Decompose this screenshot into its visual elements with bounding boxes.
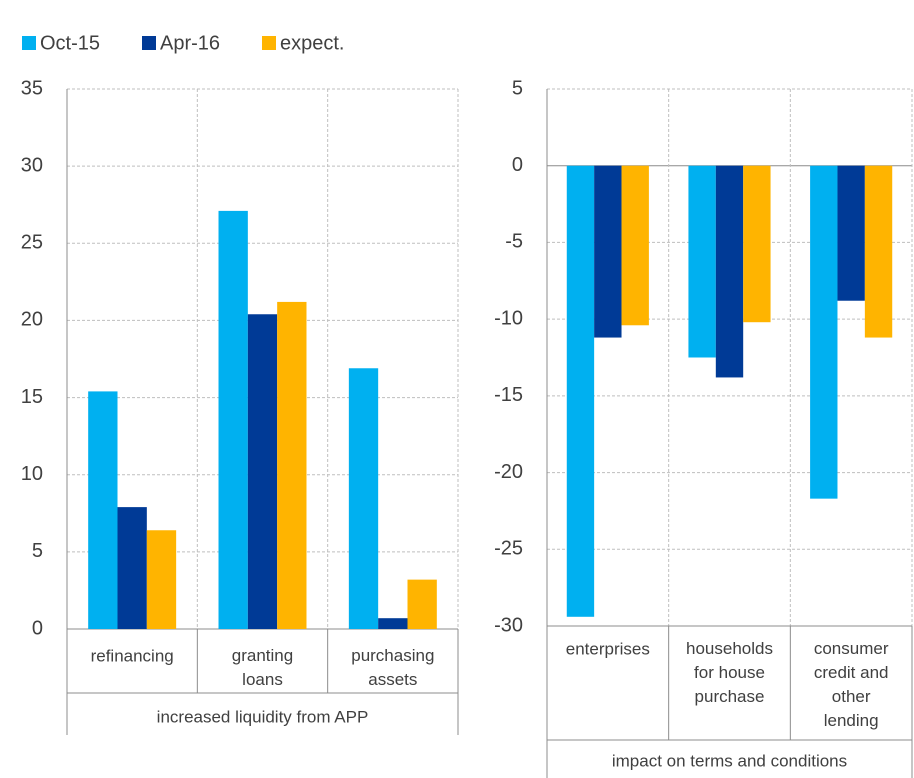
y-tick-label: -30: [494, 614, 523, 636]
bar: [566, 165, 595, 617]
y-tick-label: -25: [494, 538, 523, 560]
bar: [688, 165, 716, 358]
bar: [277, 301, 307, 629]
bar: [146, 530, 177, 629]
legend-swatch: [142, 36, 156, 50]
y-tick-label: -5: [505, 231, 523, 253]
bar: [864, 165, 893, 338]
legend-swatch: [262, 36, 276, 50]
bar: [837, 165, 865, 301]
bar: [621, 165, 649, 326]
y-tick-label: 5: [512, 77, 523, 99]
bar: [117, 507, 147, 629]
legend-label: Apr-16: [160, 32, 220, 54]
x-tick-label: enterprises: [566, 639, 650, 658]
bar: [715, 165, 744, 378]
bar: [407, 579, 437, 629]
x-tick-label: households for house purchase: [686, 639, 773, 706]
y-tick-label: 0: [32, 617, 43, 639]
y-tick-label: -10: [494, 307, 523, 329]
bar: [348, 368, 379, 629]
y-tick-label: -15: [494, 384, 523, 406]
x-tick-label: granting loans: [232, 646, 293, 689]
legend-label: Oct-15: [40, 32, 100, 54]
legend-label: expect.: [280, 32, 344, 54]
y-tick-label: 15: [21, 386, 43, 408]
group-label: impact on terms and conditions: [612, 751, 847, 770]
y-tick-label: 35: [21, 77, 43, 99]
bar: [743, 165, 771, 323]
bar: [594, 165, 622, 338]
x-tick-label: consumer credit and other lending: [814, 639, 889, 730]
y-tick-label: 5: [32, 540, 43, 562]
bar: [218, 210, 248, 629]
bar: [247, 314, 278, 629]
y-tick-label: 30: [21, 154, 43, 176]
y-tick-label: 10: [21, 463, 43, 485]
x-tick-label: refinancing: [91, 646, 174, 665]
group-label: increased liquidity from APP: [157, 707, 369, 726]
bar: [88, 391, 118, 629]
legend-swatch: [22, 36, 36, 50]
bar: [810, 165, 838, 499]
y-tick-label: 0: [512, 154, 523, 176]
bar: [378, 618, 408, 629]
y-tick-label: -20: [494, 461, 523, 483]
x-tick-label: purchasing assets: [351, 646, 434, 689]
y-tick-label: 20: [21, 309, 43, 331]
y-tick-label: 25: [21, 232, 43, 254]
